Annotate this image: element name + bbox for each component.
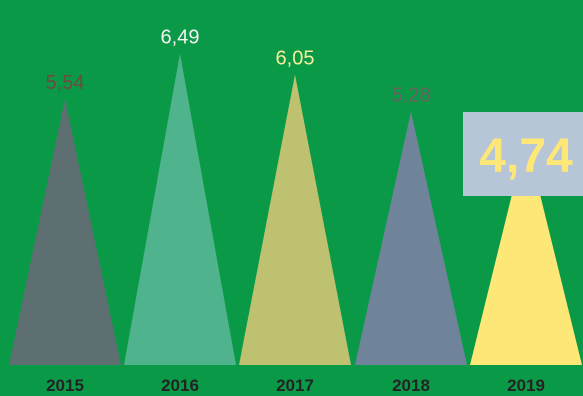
data-label-2016: 6,49	[161, 26, 200, 48]
triangle-bar-2016	[124, 53, 236, 365]
highlight-value-box	[463, 112, 583, 196]
triangle-bar-2018	[355, 111, 467, 365]
data-label-2015: 5,54	[46, 72, 85, 94]
triangle-bar-2019	[470, 137, 582, 365]
triangle-bar-2015	[9, 99, 121, 365]
x-tick-label-2018: 2018	[392, 376, 430, 395]
x-tick-label-2015: 2015	[46, 376, 84, 395]
data-label-2019: 4,74	[479, 130, 573, 183]
data-label-2018: 5,28	[392, 85, 431, 107]
x-tick-label-2016: 2016	[161, 376, 199, 395]
x-tick-label-2019: 2019	[507, 376, 545, 395]
x-tick-label-2017: 2017	[276, 376, 314, 395]
triangle-bar-2017	[239, 74, 351, 365]
data-label-2017: 6,05	[276, 48, 315, 70]
